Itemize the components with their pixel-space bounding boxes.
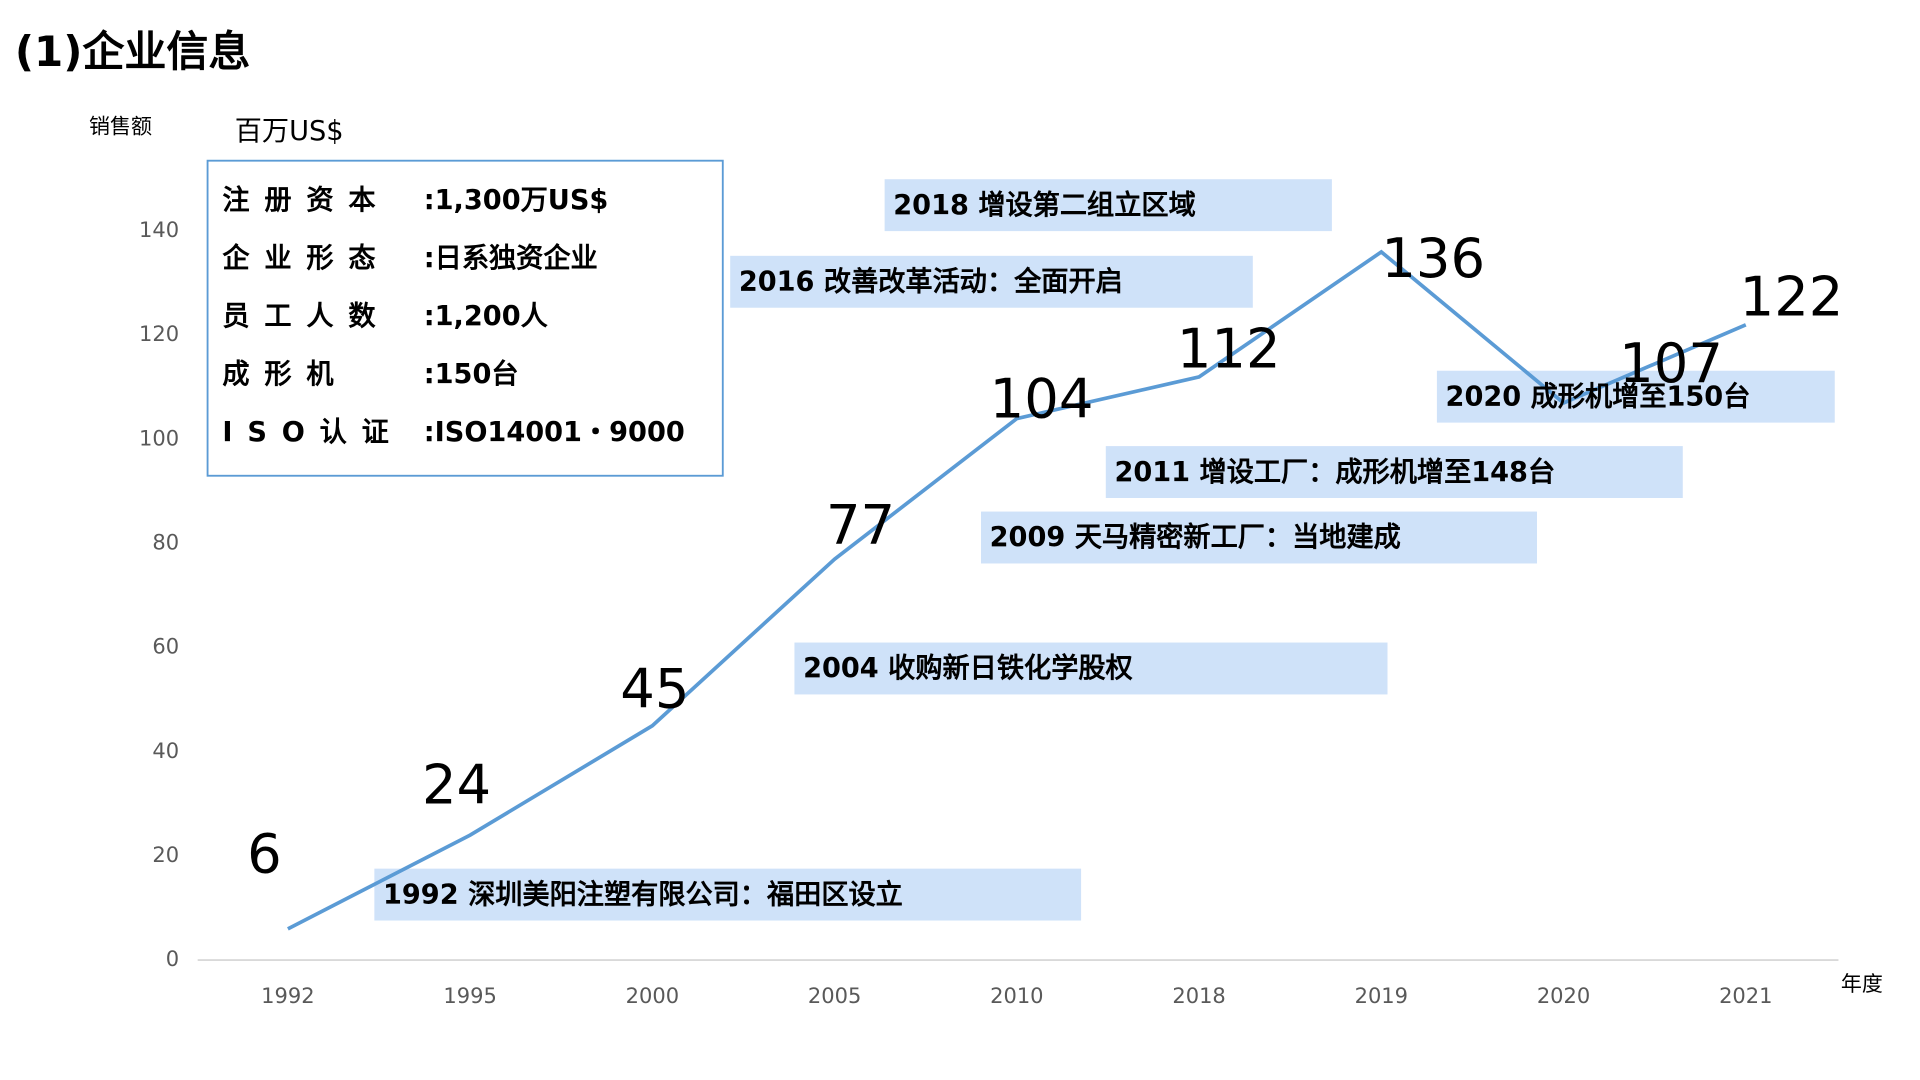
value-label: 136: [1381, 227, 1485, 290]
info-box: [206, 159, 724, 477]
value-label: 77: [826, 493, 895, 556]
annotation-box: [794, 642, 1388, 695]
annotation: 2009 天马精密新工厂：当地建成: [990, 521, 1401, 553]
y-tick-label: 40: [152, 739, 179, 763]
info-label: ISO认证: [222, 417, 403, 448]
info-label: 员工人数: [222, 301, 390, 332]
x-tick-label: 1995: [443, 984, 496, 1008]
x-tick-label: 2005: [808, 984, 861, 1008]
value-label: 45: [620, 658, 689, 721]
x-tick-label: 2019: [1355, 984, 1408, 1008]
annotation-box: [884, 179, 1332, 232]
info-value: :ISO14001・9000: [424, 417, 685, 448]
annotation: 1992 深圳美阳注塑有限公司：福田区设立: [383, 878, 903, 910]
y-tick-label: 60: [152, 635, 179, 659]
y-tick-label: 80: [152, 531, 179, 555]
info-value: :1,300万US$: [424, 185, 609, 216]
annotation: 2016 改善改革活动：全面开启: [739, 266, 1123, 298]
value-label: 6: [247, 822, 282, 885]
x-tick-label: 1992: [261, 984, 314, 1008]
annotation: 2020 成形机增至150台: [1446, 380, 1751, 412]
value-label: 104: [990, 368, 1094, 431]
info-value: :日系独资企业: [424, 242, 598, 274]
info-value: :150台: [424, 358, 519, 390]
value-label: 107: [1619, 332, 1723, 395]
line: [287, 249, 1747, 931]
annotation-box: [374, 868, 1082, 921]
info-label: 注册资本: [222, 184, 390, 216]
x-tick-label: 2010: [990, 984, 1043, 1008]
annotation-box: [981, 511, 1537, 564]
value-label: 24: [422, 753, 491, 816]
x-tick-label: 2021: [1719, 984, 1772, 1008]
y-axis-label: 销售额: [89, 114, 152, 138]
x-axis-label: 年度: [1841, 972, 1883, 996]
info-label: 成形机: [222, 359, 348, 390]
annotation-box: [730, 255, 1253, 308]
x-tick-label: 2020: [1537, 984, 1590, 1008]
value-label: 112: [1177, 317, 1281, 380]
value-label: 122: [1740, 265, 1844, 328]
y-tick-label: 100: [139, 426, 179, 450]
unit-label: 百万US$: [235, 116, 344, 147]
y-tick-label: 120: [139, 322, 179, 346]
annotation: 2004 收购新日铁化学股权: [803, 652, 1133, 684]
y-tick-label: 140: [139, 218, 179, 242]
x-tick-label: 2018: [1172, 984, 1225, 1008]
annotation: 2011 增设工厂：成形机增至148台: [1114, 456, 1555, 488]
annotation-box: [1105, 446, 1683, 498]
info-label: 企业形态: [222, 242, 390, 274]
annotation: 2018 增设第二组立区域: [893, 189, 1195, 221]
info-value: :1,200人: [424, 301, 549, 332]
chart-title: (1)企业信息: [15, 27, 251, 76]
y-tick-label: 20: [152, 843, 179, 867]
annotation-box: [1436, 370, 1835, 423]
x-tick-label: 2000: [626, 984, 679, 1008]
y-tick-label: 0: [166, 947, 179, 971]
